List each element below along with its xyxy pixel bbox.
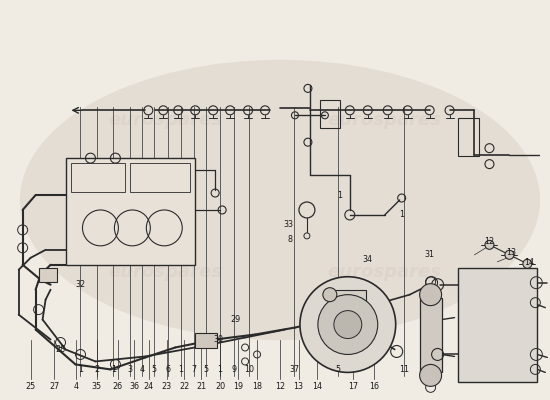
Circle shape xyxy=(420,284,442,306)
Text: 1: 1 xyxy=(218,365,223,374)
Text: 5: 5 xyxy=(204,365,209,374)
Text: 1: 1 xyxy=(78,365,82,374)
Bar xyxy=(70,163,125,192)
Text: eurospares: eurospares xyxy=(328,263,442,281)
Text: 33: 33 xyxy=(283,220,293,230)
Text: 1: 1 xyxy=(337,190,342,200)
Bar xyxy=(39,268,57,282)
Circle shape xyxy=(485,240,494,249)
Text: 26: 26 xyxy=(113,382,123,391)
Bar xyxy=(65,158,195,265)
Circle shape xyxy=(323,288,337,302)
Text: 31: 31 xyxy=(425,250,435,259)
Text: 21: 21 xyxy=(196,382,207,391)
Ellipse shape xyxy=(21,60,540,340)
Text: 32: 32 xyxy=(75,280,86,289)
Text: 29: 29 xyxy=(230,315,240,324)
Text: 1: 1 xyxy=(178,365,183,374)
Text: 24: 24 xyxy=(144,382,154,391)
Circle shape xyxy=(523,259,532,268)
Text: 4: 4 xyxy=(74,382,79,391)
Circle shape xyxy=(505,250,514,259)
Text: 28: 28 xyxy=(56,345,65,354)
Text: 14: 14 xyxy=(524,258,535,267)
Circle shape xyxy=(300,277,395,372)
Text: 20: 20 xyxy=(215,382,225,391)
Text: 37: 37 xyxy=(289,365,299,374)
Bar xyxy=(320,100,340,128)
Bar xyxy=(420,298,442,372)
Text: 18: 18 xyxy=(252,382,262,391)
Text: 8: 8 xyxy=(288,235,293,244)
Text: 34: 34 xyxy=(363,255,373,264)
Text: 2: 2 xyxy=(94,365,99,374)
Text: 3: 3 xyxy=(127,365,132,374)
Bar xyxy=(458,118,480,156)
Text: 10: 10 xyxy=(244,365,254,374)
Text: eurospares: eurospares xyxy=(108,263,222,281)
Text: 4: 4 xyxy=(140,365,145,374)
Text: 36: 36 xyxy=(129,382,139,391)
Text: 23: 23 xyxy=(162,382,172,391)
Text: 16: 16 xyxy=(368,382,379,391)
Text: 1: 1 xyxy=(111,365,116,374)
Text: 12: 12 xyxy=(485,237,494,246)
Text: 11: 11 xyxy=(399,365,409,374)
Text: 22: 22 xyxy=(179,382,190,391)
Text: 13: 13 xyxy=(294,382,304,391)
Text: 30: 30 xyxy=(213,335,223,344)
Text: 1: 1 xyxy=(399,210,404,220)
Text: 19: 19 xyxy=(233,382,243,391)
Text: 13: 13 xyxy=(507,248,516,257)
Bar xyxy=(195,332,217,348)
Circle shape xyxy=(334,311,362,338)
Text: 9: 9 xyxy=(232,365,236,374)
Bar xyxy=(330,290,366,310)
Text: 14: 14 xyxy=(312,382,322,391)
Text: 7: 7 xyxy=(191,365,196,374)
Text: 27: 27 xyxy=(50,382,59,391)
Text: 17: 17 xyxy=(348,382,358,391)
Text: 35: 35 xyxy=(92,382,102,391)
Text: 5: 5 xyxy=(152,365,157,374)
Text: eurospares: eurospares xyxy=(328,111,442,129)
Text: 6: 6 xyxy=(166,365,170,374)
Text: 12: 12 xyxy=(276,382,285,391)
Text: 25: 25 xyxy=(26,382,36,391)
Bar xyxy=(458,268,537,382)
Circle shape xyxy=(420,364,442,386)
Text: eurospares: eurospares xyxy=(108,111,222,129)
Text: 5: 5 xyxy=(336,365,340,374)
Bar xyxy=(130,163,190,192)
Circle shape xyxy=(318,295,378,354)
